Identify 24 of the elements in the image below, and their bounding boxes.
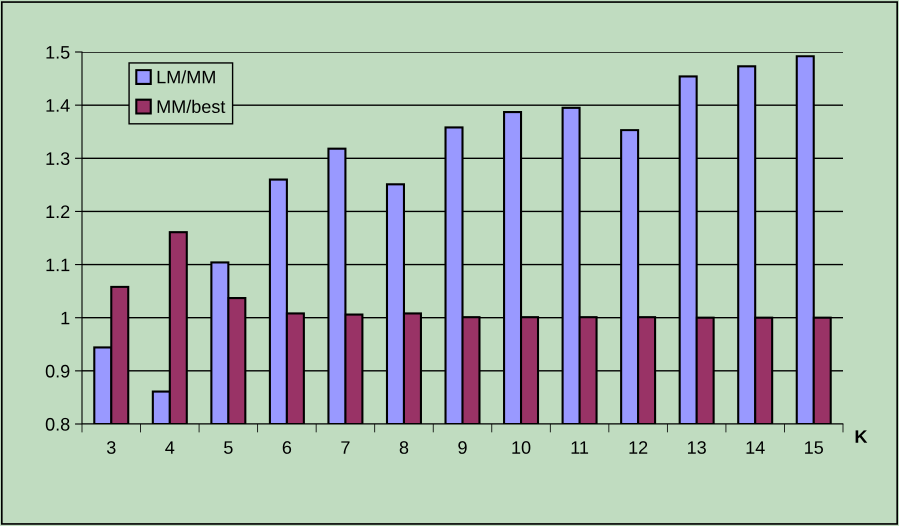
y-tick-label: 1.4 (46, 99, 70, 112)
x-tick-label: 6 (282, 441, 292, 454)
y-tick-label: 1.5 (46, 46, 70, 59)
x-tick-label: 4 (165, 441, 174, 454)
x-tick-label: 7 (341, 441, 350, 454)
x-tick-label: 15 (805, 441, 824, 454)
y-tick-label: 1.1 (46, 258, 70, 272)
y-tick-label: 1.3 (46, 152, 70, 166)
x-axis-title: K (856, 430, 868, 443)
x-tick-label: 12 (629, 441, 648, 454)
x-tick-label: 3 (106, 441, 116, 454)
y-tick-label: 1.2 (46, 205, 70, 218)
y-tick-label: 0.8 (46, 418, 70, 431)
x-tick-label: 8 (400, 441, 408, 454)
y-tick-label: 1 (62, 312, 70, 324)
x-tick-label: 11 (572, 441, 588, 454)
x-tick-label: 5 (224, 441, 233, 454)
legend-label: MM/best (158, 100, 226, 114)
x-tick-label: 9 (458, 441, 467, 454)
legend-label: LM/MM (158, 70, 215, 84)
x-tick-label: 10 (512, 441, 530, 454)
y-tick-label: 0.9 (46, 364, 70, 378)
x-tick-label: 13 (688, 441, 706, 454)
x-tick-label: 14 (746, 441, 765, 454)
